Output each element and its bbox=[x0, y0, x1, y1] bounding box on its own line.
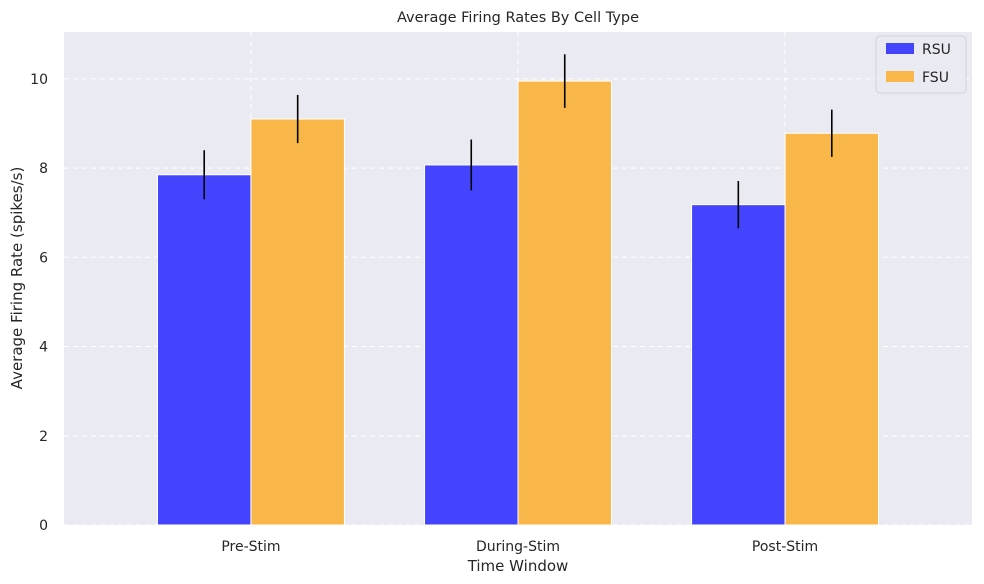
legend: RSU FSU bbox=[875, 35, 967, 94]
legend-swatch-rsu bbox=[886, 43, 914, 54]
x-tick-label: Post-Stim bbox=[752, 539, 818, 555]
chart-title: Average Firing Rates By Cell Type bbox=[397, 10, 639, 26]
y-tick-label: 4 bbox=[39, 340, 48, 356]
x-axis-title: Time Window bbox=[467, 557, 569, 575]
y-tick-label: 10 bbox=[30, 72, 48, 88]
y-tick-label: 2 bbox=[39, 429, 48, 445]
bar-rsu bbox=[691, 204, 786, 526]
bars bbox=[156, 80, 880, 526]
legend-label-rsu: RSU bbox=[922, 42, 951, 58]
x-tick-label: During-Stim bbox=[476, 539, 560, 555]
y-tick-label: 6 bbox=[39, 250, 48, 266]
x-tick-label: Pre-Stim bbox=[221, 539, 280, 555]
bar-rsu bbox=[424, 164, 519, 526]
legend-swatch-fsu bbox=[886, 71, 914, 82]
bar-rsu bbox=[156, 174, 252, 526]
y-ticks: 0 2 4 6 8 10 bbox=[30, 72, 48, 534]
y-tick-label: 8 bbox=[39, 161, 48, 177]
x-ticks: Pre-Stim During-Stim Post-Stim bbox=[221, 539, 818, 555]
error-bars bbox=[203, 54, 833, 229]
bar-fsu bbox=[250, 118, 345, 526]
legend-label-fsu: FSU bbox=[922, 70, 949, 86]
bar-fsu bbox=[784, 132, 880, 526]
bar-fsu bbox=[517, 80, 612, 526]
y-tick-label: 0 bbox=[39, 518, 48, 534]
y-axis-title: Average Firing Rate (spikes/s) bbox=[8, 167, 26, 390]
